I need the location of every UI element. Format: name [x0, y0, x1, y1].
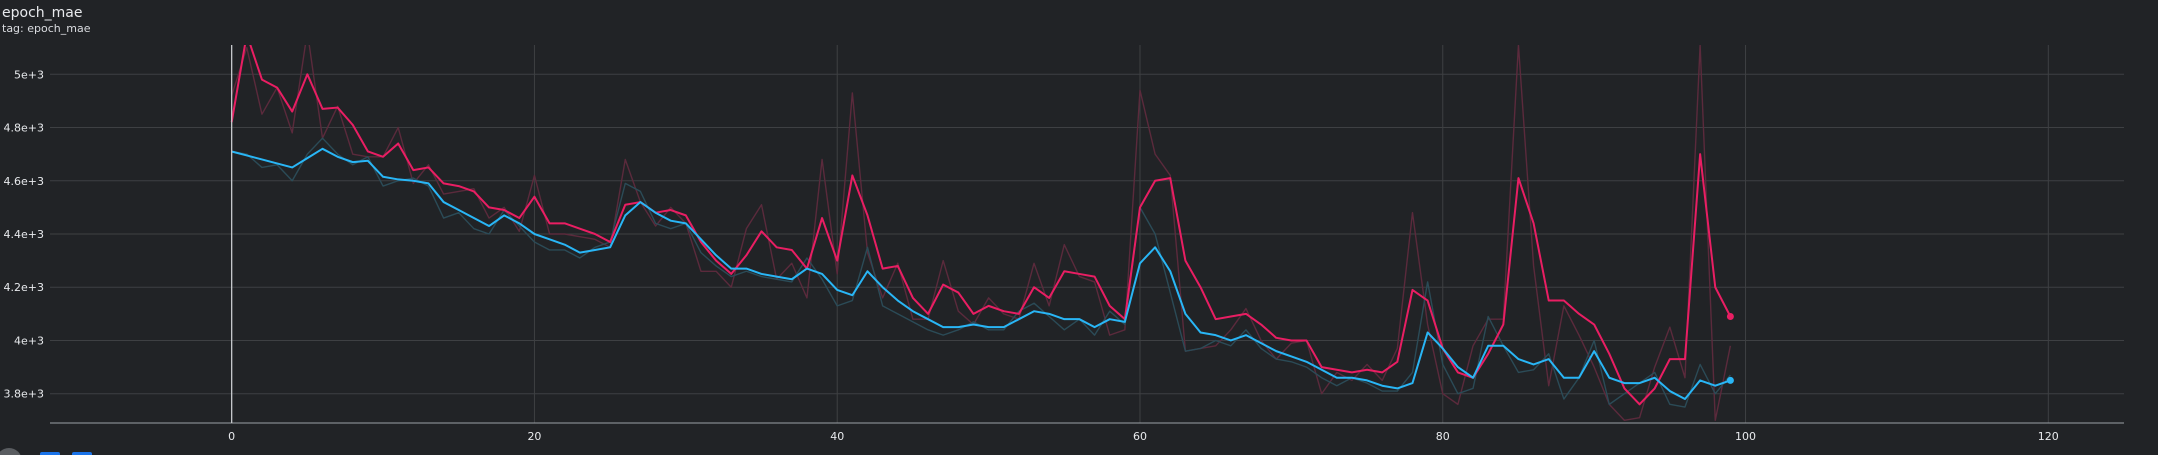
y-tick-label: 3.8e+3 [4, 388, 44, 401]
raw-series [230, 45, 1732, 422]
y-tick-label: 4.8e+3 [4, 122, 44, 135]
series-line-0[interactable] [230, 34, 1732, 406]
chart-title: epoch_mae [2, 5, 83, 21]
y-tick-label: 4.2e+3 [4, 281, 44, 294]
raw-series-line-0 [230, 45, 1732, 422]
chart-tag: tag: epoch_mae [2, 22, 91, 35]
fit-domain-icon[interactable] [40, 452, 60, 455]
grid [50, 45, 2124, 423]
x-tick-label: 40 [830, 430, 844, 443]
x-tick-label: 0 [228, 430, 235, 443]
chart-toolbar [0, 446, 120, 455]
series-end-point-0[interactable] [1726, 313, 1734, 321]
end-markers [1726, 313, 1734, 384]
y-tick-label: 5e+3 [14, 68, 44, 81]
series-line-1[interactable] [231, 147, 1731, 401]
x-tick-label: 80 [1436, 430, 1450, 443]
y-tick-label: 4.4e+3 [4, 228, 44, 241]
y-tick-label: 4e+3 [14, 334, 44, 347]
download-icon[interactable] [72, 452, 92, 455]
y-tick-label: 4.6e+3 [4, 175, 44, 188]
settings-icon[interactable] [0, 448, 22, 455]
x-tick-label: 60 [1133, 430, 1147, 443]
smoothed-series [230, 34, 1732, 406]
axes [50, 45, 2124, 424]
x-tick-label: 20 [527, 430, 541, 443]
tick-labels: 3.8e+3 4e+3 4.2e+3 4.4e+3 4.6e+3 4.8e+3 5e+3 0 2… [4, 68, 2059, 443]
series-end-point-1[interactable] [1726, 376, 1734, 384]
x-tick-label: 100 [1735, 430, 1756, 443]
x-tick-label: 120 [2038, 430, 2059, 443]
